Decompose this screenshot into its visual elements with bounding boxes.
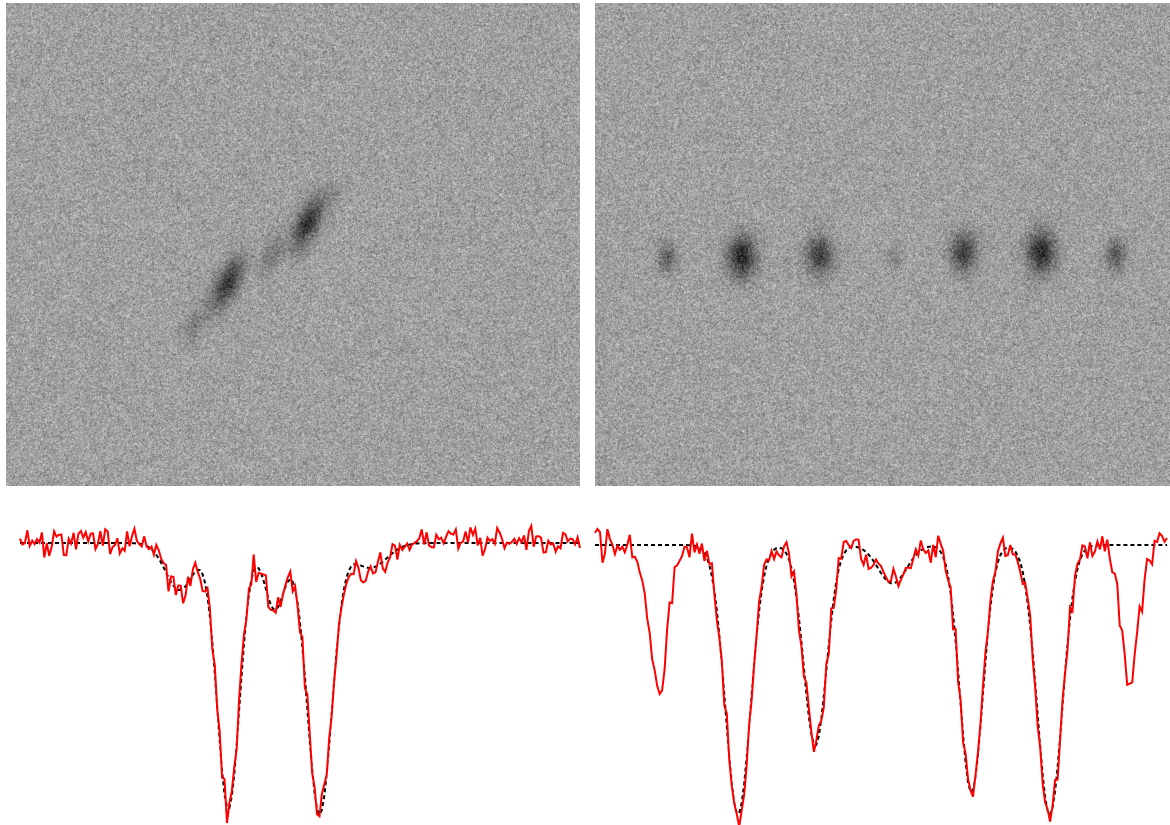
right-measured-curve [594, 527, 1168, 825]
right-fit-curve [595, 544, 1167, 817]
right-intensity-profile [594, 527, 1168, 825]
left-camera-canvas [6, 3, 580, 486]
right-camera-canvas [595, 3, 1170, 486]
left-fit-curve [20, 542, 580, 818]
left-camera-image [6, 3, 580, 486]
right-camera-image [595, 3, 1170, 486]
intensity-profiles [19, 522, 1168, 825]
left-intensity-profile [19, 522, 581, 824]
left-measured-curve [19, 522, 581, 824]
